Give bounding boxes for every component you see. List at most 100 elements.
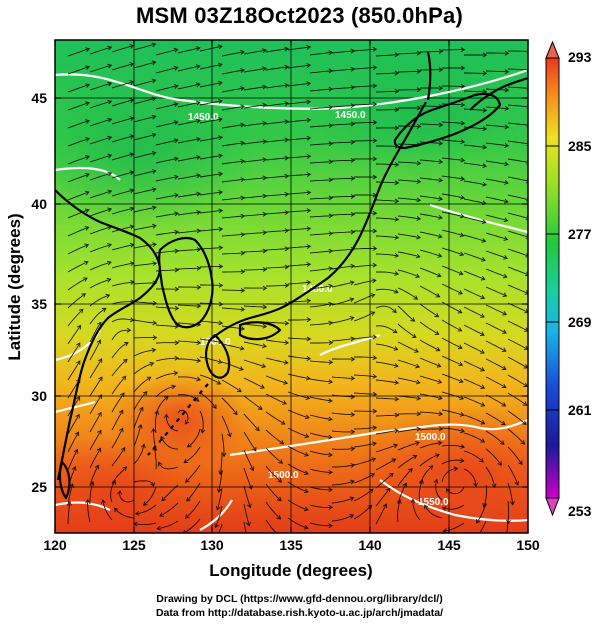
- streamline: [102, 499, 113, 521]
- streamline: [133, 133, 156, 141]
- streamline-arrowhead: [349, 316, 355, 321]
- streamline: [199, 118, 223, 124]
- streamline-arrowhead: [260, 384, 265, 389]
- streamline-arrowhead: [372, 228, 378, 234]
- streamline-arrowhead: [349, 280, 355, 286]
- streamline: [265, 66, 289, 71]
- streamline: [353, 427, 377, 430]
- streamline-arrowhead: [411, 333, 417, 338]
- streamline-arrowhead: [196, 284, 202, 290]
- streamline: [331, 195, 355, 198]
- streamline-arrowhead: [328, 359, 334, 365]
- streamline: [441, 265, 463, 275]
- streamline: [331, 514, 354, 522]
- streamline: [331, 376, 355, 379]
- streamline: [483, 484, 487, 508]
- streamline: [214, 505, 223, 528]
- streamline: [154, 410, 159, 434]
- streamline: [111, 262, 134, 269]
- streamline: [441, 427, 465, 433]
- streamline: [331, 430, 355, 433]
- streamline-arrowhead: [262, 248, 268, 254]
- streamline-arrowhead: [277, 478, 283, 483]
- streamline: [309, 106, 333, 110]
- streamline: [133, 349, 156, 357]
- streamline: [530, 416, 547, 431]
- streamline-arrowhead: [372, 156, 378, 162]
- streamline: [287, 445, 309, 456]
- streamline: [375, 253, 399, 257]
- contour-line: [55, 329, 101, 362]
- streamline-arrowhead: [107, 171, 113, 177]
- streamline: [287, 337, 311, 340]
- streamline-arrowhead: [458, 378, 464, 384]
- streamline: [89, 226, 112, 235]
- streamline-arrowhead: [460, 428, 465, 434]
- streamline-arrowhead: [240, 104, 245, 110]
- contour-label-group: 1450.0 1450.0 1450.0 1500.0 1500.0 1500.…: [188, 110, 449, 508]
- streamline: [111, 329, 131, 341]
- streamline-arrowhead: [247, 503, 252, 509]
- streamline: [67, 226, 89, 237]
- streamline-arrowhead: [262, 323, 268, 329]
- streamline: [530, 506, 535, 528]
- streamline: [485, 304, 507, 316]
- streamline: [443, 522, 465, 532]
- streamline-arrowhead: [504, 161, 509, 167]
- streamline-arrowhead: [372, 46, 378, 52]
- streamline: [442, 85, 465, 87]
- streamline: [287, 427, 309, 438]
- streamline: [507, 392, 527, 406]
- streamline-arrowhead: [328, 487, 333, 493]
- streamline-arrowhead: [504, 180, 509, 185]
- streamline-arrowhead: [306, 153, 312, 159]
- streamline: [463, 306, 485, 318]
- streamline-arrowhead: [372, 425, 378, 431]
- streamline: [485, 394, 506, 407]
- streamline: [265, 193, 289, 197]
- streamline: [507, 500, 510, 524]
- streamline-arrowhead: [424, 504, 429, 510]
- streamline: [265, 211, 289, 215]
- streamline-arrowhead: [413, 295, 419, 300]
- streamline: [265, 139, 289, 143]
- streamline-arrowhead: [394, 107, 400, 113]
- streamline-arrowhead: [284, 46, 289, 52]
- streamline-arrowhead: [504, 142, 510, 148]
- streamline: [67, 342, 81, 363]
- streamline: [110, 480, 116, 503]
- streamline-arrowhead: [123, 358, 128, 364]
- streamline: [309, 161, 333, 164]
- streamline: [375, 54, 399, 57]
- streamline: [463, 270, 485, 280]
- streamline: [463, 198, 486, 205]
- streamline: [331, 337, 355, 342]
- streamline-arrowhead: [499, 440, 505, 445]
- streamline-arrowhead: [196, 118, 201, 124]
- streamline: [331, 213, 355, 216]
- streamline-arrowhead: [438, 426, 444, 432]
- streamline-arrowhead: [479, 331, 485, 336]
- streamline: [507, 212, 528, 219]
- colorbar-label: 293: [568, 49, 592, 65]
- streamline: [177, 340, 201, 344]
- streamline-arrowhead: [174, 323, 180, 329]
- streamline-arrowhead: [415, 273, 420, 279]
- streamline-arrowhead: [350, 336, 356, 342]
- streamline-arrowhead: [372, 246, 378, 251]
- streamline-arrowhead: [129, 170, 135, 176]
- map-title: MSM 03Z18Oct2023 (850.0hPa): [136, 3, 463, 28]
- streamline: [265, 102, 289, 107]
- streamline: [309, 267, 333, 272]
- streamline: [155, 85, 178, 92]
- streamline-arrowhead: [306, 226, 312, 232]
- streamline-arrowhead: [372, 83, 378, 89]
- streamline: [89, 118, 112, 127]
- x-tick-label: 140: [358, 537, 382, 553]
- streamline-arrowhead: [415, 440, 420, 446]
- streamline: [441, 211, 464, 218]
- streamline-arrowhead: [227, 432, 232, 438]
- streamline-arrowhead: [306, 208, 312, 214]
- streamline: [67, 244, 89, 255]
- streamline: [155, 67, 178, 74]
